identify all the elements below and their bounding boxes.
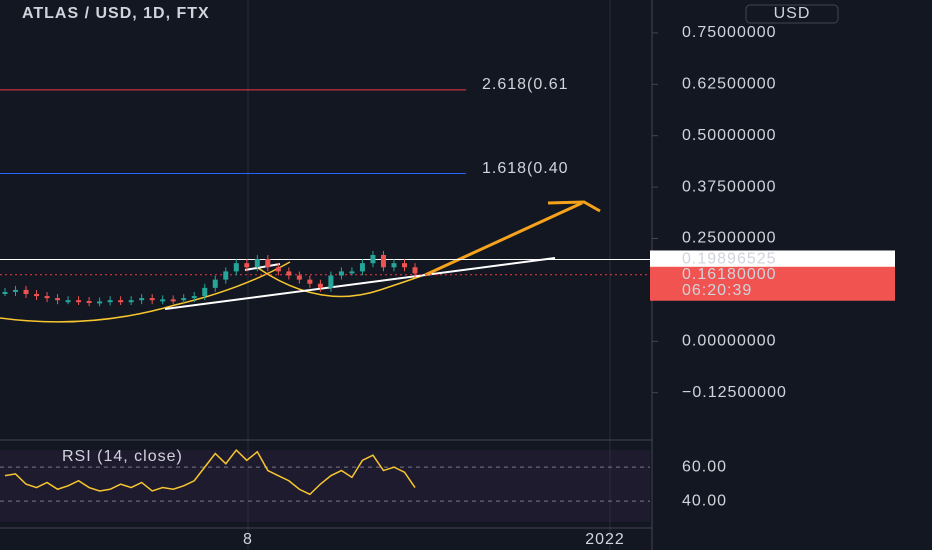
x-label: 8 (243, 531, 253, 548)
candle-body (275, 267, 281, 272)
currency-button[interactable] (745, 4, 839, 24)
candle-body (139, 298, 145, 301)
candle-body (2, 291, 8, 294)
y-tick-label: 0.50000000 (682, 127, 777, 144)
rsi-tick-label: 60.00 (682, 458, 727, 475)
candle-body (317, 283, 323, 288)
candle-body (359, 263, 365, 272)
candle-body (76, 300, 82, 303)
candle-body (338, 271, 344, 276)
candle-body (170, 299, 176, 302)
y-tick-label: −0.12500000 (682, 384, 787, 401)
candle-body (149, 298, 155, 301)
rsi-tick-label: 40.00 (682, 492, 727, 509)
candle-body (286, 271, 292, 276)
y-tick-label: 0.37500000 (682, 178, 777, 195)
candle-body (160, 299, 166, 302)
candle-body (401, 263, 407, 268)
y-tick-label: 0.62500000 (682, 76, 777, 93)
candle-body (233, 263, 239, 272)
candle-body (244, 263, 250, 268)
candle-body (370, 254, 376, 264)
candle-body (181, 298, 187, 301)
fib-label: 2.618(0.61 (482, 76, 569, 93)
symbol-title: ATLAS / USD, 1D, FTX (22, 5, 210, 22)
rsi-title: RSI (14, close) (62, 448, 183, 465)
candle-body (65, 300, 71, 303)
x-label: 2022 (585, 531, 625, 548)
candle-body (55, 298, 61, 301)
arrow (424, 201, 583, 277)
candle-body (349, 271, 355, 274)
candle-body (296, 275, 302, 280)
candle-body (391, 263, 397, 268)
candle-body (34, 294, 40, 297)
candle-body (380, 254, 386, 268)
y-tick-label: 0.75000000 (682, 24, 777, 41)
candle-body (118, 300, 124, 303)
candle-body (44, 296, 50, 299)
candle-body (265, 259, 271, 268)
candle-body (223, 271, 229, 280)
candle-body (412, 267, 418, 274)
currency[interactable]: USD (774, 5, 811, 22)
candle-body (254, 259, 260, 268)
candle-body (86, 301, 92, 304)
candle-body (23, 289, 29, 295)
rsi-line (4, 448, 416, 496)
drawing-curve (0, 261, 291, 323)
candle-body (328, 275, 334, 288)
price-badge (650, 266, 895, 301)
price-label: 0.16180000 (682, 266, 777, 283)
price-badge (650, 250, 895, 269)
y-tick-label: 0.25000000 (682, 230, 777, 247)
trend-line (164, 257, 556, 310)
trend-line (244, 263, 281, 271)
candle-body (97, 301, 103, 304)
fib-label: 1.618(0.40 (482, 160, 569, 177)
candle-body (212, 279, 218, 288)
candle-body (107, 300, 113, 303)
candle-body (202, 287, 208, 297)
candle-body (13, 289, 19, 292)
candle-body (191, 296, 197, 299)
candle-body (128, 300, 134, 303)
y-tick-label: 0.00000000 (682, 333, 777, 350)
candle-body (307, 279, 313, 284)
rsi-band (0, 450, 650, 522)
arrow-head (547, 200, 601, 213)
drawing-curve (257, 267, 431, 298)
price-label: 0.19896525 (682, 251, 777, 268)
countdown: 06:20:39 (682, 282, 752, 299)
